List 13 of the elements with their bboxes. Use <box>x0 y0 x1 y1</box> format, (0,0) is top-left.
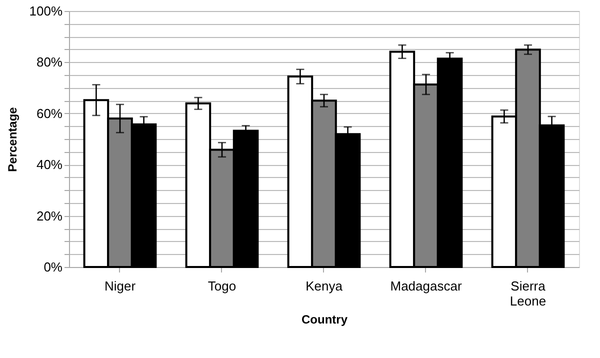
y-tick-label: 40% <box>36 157 63 172</box>
x-tick-label: Niger <box>104 278 136 294</box>
y-tick-label: 100% <box>29 4 63 18</box>
x-axis-title: Country <box>302 312 348 326</box>
x-tick-label: Togo <box>208 278 236 294</box>
y-tick-label: 60% <box>36 106 63 121</box>
y-axis-title: Percentage <box>5 106 20 172</box>
x-tick-label: Madagascar <box>390 278 462 294</box>
y-tick-label: 20% <box>36 208 63 224</box>
y-tick-label: 0% <box>44 260 63 274</box>
y-tick-label: 80% <box>36 54 63 70</box>
x-tick-label: Kenya <box>306 278 344 294</box>
x-tick-label: Sierra Leone <box>510 278 546 308</box>
